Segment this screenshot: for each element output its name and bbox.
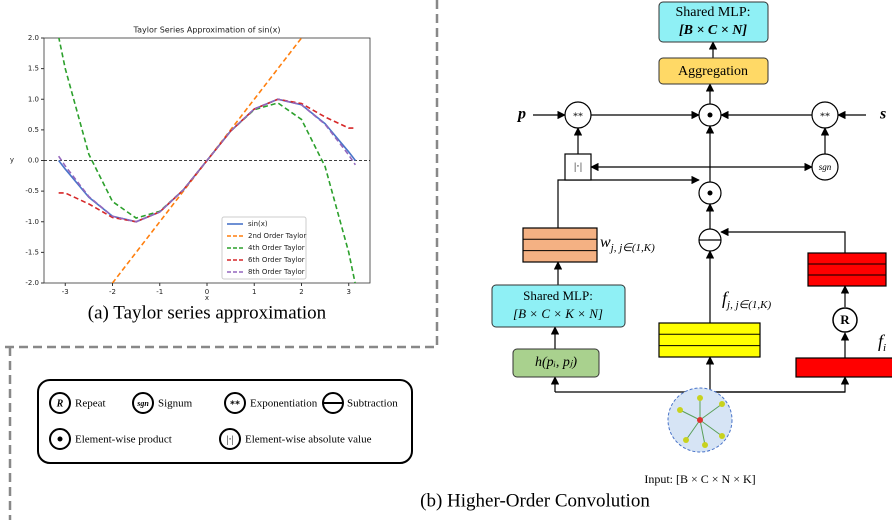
pow-text: ** — [820, 111, 830, 122]
legend-icon — [58, 437, 63, 442]
y-tick-label: -1.5 — [25, 248, 39, 256]
x-tick-label: -1 — [156, 288, 163, 296]
legend-text: Repeat — [75, 398, 106, 410]
product-dot — [708, 191, 713, 196]
x-tick-label: 3 — [347, 288, 351, 296]
input-graph — [668, 388, 732, 452]
legend-text: Subtraction — [347, 398, 398, 410]
weight-box — [523, 228, 597, 262]
legend-label: 4th Order Taylor — [248, 244, 305, 252]
fj-label: fj, j∈(1,K) — [722, 288, 771, 310]
connector — [558, 180, 699, 228]
caption-b: (b) Higher-Order Convolution — [420, 490, 650, 511]
s-label: s — [879, 106, 886, 123]
y-tick-label: 0.5 — [28, 126, 39, 134]
y-tick-label: -2.0 — [25, 279, 39, 287]
x-tick-label: -2 — [109, 288, 116, 296]
repeat-text: R — [840, 312, 850, 327]
legend: sin(x) 2nd Order Taylor 4th Order Taylor 6t… — [222, 217, 306, 279]
legend-box: R Repeat sgn Signum ** Exponentiation Su… — [38, 380, 412, 463]
chart-title: Taylor Series Approximation of sin(x) — [133, 26, 281, 35]
w-main: w — [600, 234, 611, 251]
legend-frame — [38, 380, 412, 463]
mlp-dims: [B × C × N] — [679, 23, 747, 38]
x-tick-label: 1 — [252, 288, 256, 296]
mlp-text: Shared MLP: — [675, 5, 750, 20]
legend-label: 8th Order Taylor — [248, 268, 305, 276]
legend-symbol: R — [56, 398, 64, 409]
legend-text: Exponentiation — [250, 398, 318, 410]
legend-text: Element-wise absolute value — [245, 434, 372, 446]
sgn-text: sgn — [819, 162, 832, 172]
y-tick-label: 0.0 — [28, 157, 39, 165]
fi-box — [796, 358, 892, 377]
mlp-text: Shared MLP: — [523, 288, 593, 303]
diagram: Shared MLP: [B × C × N] Aggregation p s … — [420, 2, 892, 511]
pow-text: ** — [573, 111, 583, 122]
figure: Taylor Series Approximation of sin(x) x … — [0, 0, 892, 520]
y-tick-label: 1.0 — [28, 95, 39, 103]
fi-sub: i — [883, 342, 886, 354]
fj-sub: j, j∈(1,K) — [725, 299, 771, 311]
legend-symbol: ** — [230, 399, 240, 410]
legend-symbol: sgn — [136, 399, 149, 408]
w-sub: j, j∈(1,K) — [609, 242, 655, 254]
x-tick-label: -3 — [62, 288, 69, 296]
p-label: p — [516, 106, 526, 123]
legend-label: 6th Order Taylor — [248, 256, 305, 264]
h-text: h(pᵢ, pⱼ) — [535, 355, 577, 370]
fj-box — [659, 323, 760, 357]
connector — [700, 377, 845, 392]
product-dot — [708, 113, 713, 118]
legend-label: 2nd Order Taylor — [248, 232, 306, 240]
y-axis-label: y — [10, 156, 14, 164]
legend-text: Element-wise product — [75, 434, 172, 446]
mlp-dims: [B × C × K × N] — [513, 306, 603, 321]
legend-label: sin(x) — [248, 220, 268, 228]
fi-label: fi — [878, 331, 886, 353]
abs-text: |·| — [574, 161, 582, 173]
caption-a: (a) Taylor series approximation — [88, 302, 327, 323]
y-tick-label: -1.0 — [25, 218, 39, 226]
connector — [721, 232, 845, 253]
x-tick-label: 0 — [205, 288, 209, 296]
input-text: Input: [B × C × N × K] — [644, 472, 755, 486]
y-tick-label: -0.5 — [25, 187, 39, 195]
w-label: wj, j∈(1,K) — [600, 234, 655, 254]
y-tick-label: 1.5 — [28, 65, 39, 73]
x-tick-label: 2 — [299, 288, 303, 296]
aggregation-text: Aggregation — [678, 64, 748, 79]
fi-repeated-box — [808, 253, 886, 286]
legend-symbol: |·| — [226, 434, 233, 445]
y-tick-label: 2.0 — [28, 34, 39, 42]
legend-text: Signum — [158, 398, 193, 410]
chart: Taylor Series Approximation of sin(x) x … — [10, 0, 370, 353]
